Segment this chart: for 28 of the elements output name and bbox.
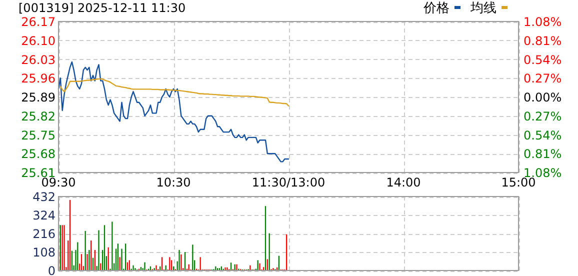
x-tick-label: 15:00 bbox=[501, 176, 536, 190]
y-tick-label: 324 bbox=[32, 208, 56, 222]
y-tick-label: 0 bbox=[48, 264, 56, 276]
x-tick-label: 14:00 bbox=[386, 176, 421, 190]
y-tick-label: 26.03 bbox=[21, 52, 56, 67]
y-tick-label: 432 bbox=[32, 190, 56, 204]
x-tick-label: 11:30/13:00 bbox=[252, 176, 326, 190]
y2-tick-label: 0.81% bbox=[524, 34, 562, 48]
y2-tick-label: 0.81% bbox=[524, 147, 562, 162]
y-tick-label: 26.10 bbox=[21, 34, 56, 48]
y-tick-label: 108 bbox=[32, 246, 56, 260]
y2-tick-label: 0.00% bbox=[524, 90, 562, 104]
y2-tick-label: 0.54% bbox=[524, 128, 562, 142]
y-tick-label: 25.89 bbox=[21, 90, 56, 104]
chart-title: [001319] 2025-12-11 11:30 bbox=[18, 1, 186, 15]
y2-tick-label: 1.08% bbox=[524, 15, 562, 29]
y-tick-label: 25.96 bbox=[21, 72, 56, 86]
y-tick-label: 26.17 bbox=[21, 15, 56, 29]
y-tick-label: 25.68 bbox=[21, 147, 56, 162]
legend-label: 均线 bbox=[470, 1, 496, 16]
x-tick-label: 10:30 bbox=[156, 176, 191, 190]
y-tick-label: 25.75 bbox=[21, 128, 56, 142]
y2-tick-label: 0.27% bbox=[524, 109, 562, 124]
y-tick-label: 216 bbox=[32, 227, 56, 241]
y2-tick-label: 0.27% bbox=[524, 72, 562, 86]
y-tick-label: 25.82 bbox=[21, 109, 56, 124]
y2-tick-label: 0.54% bbox=[524, 52, 562, 67]
legend-label: 价格 bbox=[422, 1, 450, 16]
